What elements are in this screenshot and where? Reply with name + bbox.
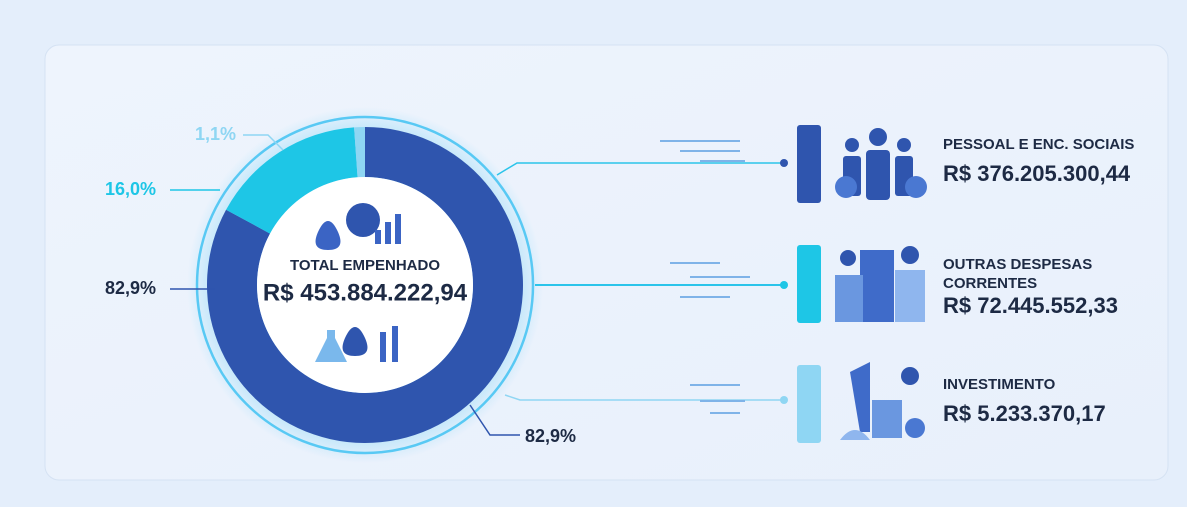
row-icons bbox=[835, 128, 927, 440]
amount-label: R$ 376.205.300,44 bbox=[943, 161, 1131, 186]
center-icon bbox=[315, 203, 401, 362]
category-box: INVESTIMENTO bbox=[943, 376, 1056, 393]
value-label: 82,9% bbox=[525, 426, 576, 446]
category-box: OUTRAS DESPESAS CORRENTES bbox=[943, 256, 1093, 292]
donut-slice bbox=[206, 127, 524, 443]
leaders bbox=[170, 134, 782, 436]
legend-bar bbox=[797, 125, 821, 203]
amount-label: R$ 5.233.370,17 bbox=[943, 401, 1106, 426]
connector-dot bbox=[780, 396, 788, 404]
center-value: R$ 453.884.222,94 bbox=[263, 279, 468, 306]
connector-dot bbox=[780, 281, 788, 289]
legend-bar bbox=[797, 365, 821, 443]
donut-slice bbox=[226, 127, 358, 234]
amount-label: R$ 72.445.552,33 bbox=[943, 293, 1118, 318]
category-label: OUTRAS DESPESAS CORRENTES bbox=[943, 256, 1093, 292]
value-label: 16,0% bbox=[105, 179, 156, 199]
value-label: 82,9% bbox=[105, 278, 156, 298]
category-label: INVESTIMENTO bbox=[943, 376, 1056, 393]
speed-dots bbox=[660, 140, 750, 414]
donut-slice bbox=[354, 127, 365, 178]
connector-dot bbox=[780, 159, 788, 167]
value-label: 1,1% bbox=[195, 124, 236, 144]
donut-hole bbox=[257, 177, 473, 393]
category-label: PESSOAL E ENC. SOCIAIS bbox=[943, 136, 1135, 153]
center-label: TOTAL EMPENHADO bbox=[290, 257, 440, 274]
ring bbox=[195, 115, 535, 455]
category-box: PESSOAL E ENC. SOCIAIS bbox=[943, 136, 1135, 153]
legend-bar bbox=[797, 245, 821, 323]
